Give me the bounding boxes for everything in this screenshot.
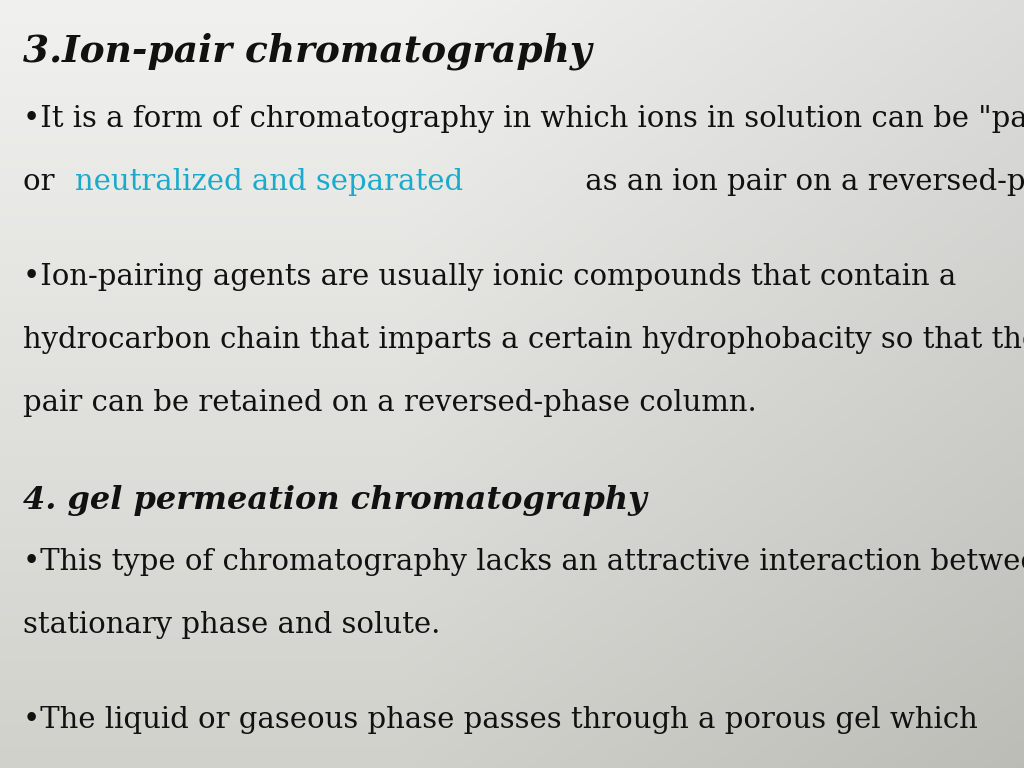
Text: •This type of chromatography lacks an attractive interaction between the: •This type of chromatography lacks an at… — [23, 548, 1024, 575]
Text: hydrocarbon chain that imparts a certain hydrophobacity so that the ion: hydrocarbon chain that imparts a certain… — [23, 326, 1024, 354]
Text: •It is a form of chromatography in which ions in solution can be "paired": •It is a form of chromatography in which… — [23, 105, 1024, 133]
Text: neutralized and separated: neutralized and separated — [75, 168, 463, 196]
Text: •Ion-pairing agents are usually ionic compounds that contain a: •Ion-pairing agents are usually ionic co… — [23, 263, 955, 291]
Text: 4. gel permeation chromatography: 4. gel permeation chromatography — [23, 485, 646, 515]
Text: stationary phase and solute.: stationary phase and solute. — [23, 611, 440, 638]
Text: as an ion pair on a reversed-phase column.: as an ion pair on a reversed-phase colum… — [575, 168, 1024, 196]
Text: or: or — [23, 168, 63, 196]
Text: •The liquid or gaseous phase passes through a porous gel which: •The liquid or gaseous phase passes thro… — [23, 706, 977, 733]
Text: pair can be retained on a reversed-phase column.: pair can be retained on a reversed-phase… — [23, 389, 757, 417]
Text: 3.Ion-pair chromatography: 3.Ion-pair chromatography — [23, 32, 591, 70]
